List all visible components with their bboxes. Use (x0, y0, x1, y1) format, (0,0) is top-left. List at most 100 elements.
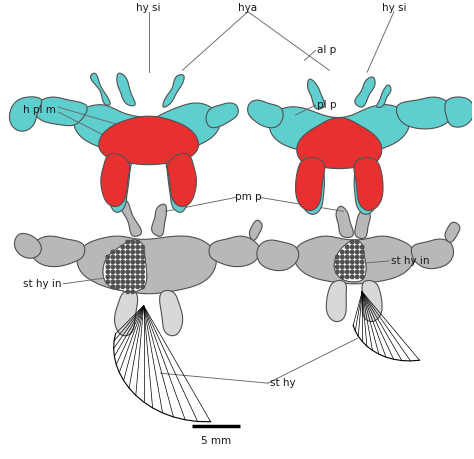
Circle shape (116, 270, 119, 274)
Circle shape (131, 255, 135, 259)
Text: 5 mm: 5 mm (201, 436, 231, 446)
Circle shape (106, 260, 109, 264)
Circle shape (136, 265, 139, 269)
Circle shape (111, 280, 115, 284)
Circle shape (136, 241, 139, 244)
Polygon shape (269, 105, 409, 154)
Circle shape (336, 270, 339, 274)
Polygon shape (377, 85, 391, 107)
Circle shape (356, 275, 359, 279)
Polygon shape (77, 236, 216, 294)
Circle shape (340, 270, 344, 274)
Polygon shape (101, 153, 130, 207)
Polygon shape (355, 208, 370, 239)
Circle shape (336, 255, 339, 259)
Polygon shape (336, 206, 353, 237)
Polygon shape (308, 79, 324, 109)
Polygon shape (354, 157, 383, 211)
Circle shape (350, 275, 354, 279)
Circle shape (121, 285, 125, 289)
Circle shape (141, 260, 145, 264)
Circle shape (131, 245, 135, 249)
Polygon shape (354, 151, 378, 214)
Circle shape (126, 241, 129, 244)
Polygon shape (445, 222, 460, 242)
Circle shape (116, 280, 119, 284)
Circle shape (131, 270, 135, 274)
Circle shape (136, 270, 139, 274)
Circle shape (360, 270, 364, 274)
Polygon shape (257, 240, 299, 271)
Circle shape (350, 241, 354, 244)
Polygon shape (249, 220, 262, 240)
Circle shape (131, 265, 135, 269)
Circle shape (360, 245, 364, 249)
Circle shape (346, 275, 349, 279)
Text: al p: al p (318, 45, 337, 56)
Polygon shape (362, 280, 382, 322)
Circle shape (360, 255, 364, 259)
Circle shape (141, 275, 145, 279)
Circle shape (121, 280, 125, 284)
Circle shape (350, 270, 354, 274)
Text: pl p: pl p (318, 100, 337, 110)
Circle shape (131, 250, 135, 254)
Text: hya: hya (238, 3, 257, 13)
Circle shape (141, 255, 145, 259)
Polygon shape (163, 75, 184, 107)
Circle shape (136, 275, 139, 279)
Circle shape (360, 250, 364, 254)
Circle shape (121, 275, 125, 279)
Circle shape (121, 255, 125, 259)
Circle shape (131, 241, 135, 244)
Circle shape (350, 245, 354, 249)
Circle shape (336, 265, 339, 269)
Circle shape (126, 260, 129, 264)
Circle shape (111, 270, 115, 274)
Circle shape (111, 275, 115, 279)
Polygon shape (103, 240, 147, 292)
Polygon shape (120, 201, 141, 236)
Circle shape (131, 285, 135, 289)
Polygon shape (160, 291, 182, 336)
Circle shape (346, 245, 349, 249)
Circle shape (136, 255, 139, 259)
Circle shape (356, 265, 359, 269)
Circle shape (106, 255, 109, 259)
Circle shape (121, 250, 125, 254)
Polygon shape (152, 204, 166, 236)
Circle shape (346, 255, 349, 259)
Polygon shape (9, 97, 42, 131)
Circle shape (136, 280, 139, 284)
Circle shape (126, 280, 129, 284)
Polygon shape (31, 236, 85, 267)
Circle shape (340, 250, 344, 254)
Polygon shape (396, 97, 454, 129)
Circle shape (360, 265, 364, 269)
Circle shape (360, 260, 364, 264)
Circle shape (111, 285, 115, 289)
Polygon shape (297, 118, 382, 168)
Circle shape (131, 280, 135, 284)
Text: st hy: st hy (270, 378, 295, 388)
Text: hy si: hy si (137, 3, 161, 13)
Text: pm p: pm p (235, 192, 261, 202)
Circle shape (106, 270, 109, 274)
Circle shape (131, 275, 135, 279)
Polygon shape (165, 152, 188, 213)
Circle shape (356, 255, 359, 259)
Circle shape (141, 245, 145, 249)
Circle shape (116, 265, 119, 269)
Circle shape (121, 270, 125, 274)
Circle shape (141, 265, 145, 269)
Polygon shape (206, 103, 238, 128)
Circle shape (126, 245, 129, 249)
Circle shape (346, 260, 349, 264)
Circle shape (126, 275, 129, 279)
Circle shape (111, 255, 115, 259)
Polygon shape (74, 103, 220, 155)
Polygon shape (411, 239, 454, 269)
Polygon shape (294, 236, 414, 284)
Circle shape (141, 285, 145, 289)
Text: st hy in: st hy in (391, 256, 429, 266)
